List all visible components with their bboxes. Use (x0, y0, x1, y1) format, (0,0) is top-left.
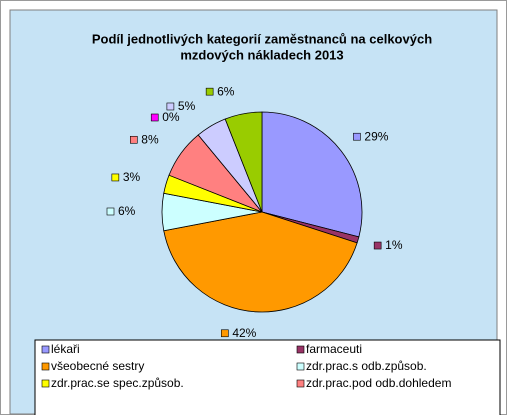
pie-slice (163, 211, 358, 313)
legend-key (41, 345, 50, 354)
legend-key (41, 379, 50, 388)
legend-key (296, 345, 305, 354)
pie-slice (261, 111, 363, 238)
chart-title: mzdových nákladech 2013 (180, 47, 343, 62)
legend-label: lékaři (51, 342, 80, 356)
legend-key (41, 362, 50, 371)
label-key (106, 207, 115, 216)
legend-label: farmaceuti (306, 342, 362, 356)
data-label: 6% (118, 204, 136, 218)
legend-key (296, 379, 305, 388)
label-key (221, 329, 229, 338)
legend-label: všeobecné sestry (51, 359, 144, 373)
legend (34, 339, 501, 415)
label-key (111, 173, 120, 182)
data-label: 3% (123, 170, 141, 184)
label-key (373, 241, 382, 250)
data-label: 42% (232, 326, 256, 340)
label-key (205, 87, 214, 96)
legend-key (296, 362, 305, 371)
label-key (353, 132, 361, 141)
label-key (150, 113, 159, 122)
legend-label: zdr.prac.se spec.způsob. (51, 376, 184, 390)
chart-title: Podíl jednotlivých kategorií zaměstnanců… (92, 31, 432, 46)
data-label: 6% (217, 84, 235, 98)
pie-slice (224, 111, 263, 213)
data-label: 0% (162, 110, 180, 124)
data-label: 1% (385, 238, 403, 252)
label-key (166, 102, 175, 111)
legend-label: zdr.prac.s odb.způsob. (306, 359, 427, 373)
data-label: 29% (364, 129, 388, 143)
data-label: 8% (141, 132, 159, 146)
label-key (129, 135, 138, 144)
legend-label: zdr.prac.pod odb.dohledem (306, 376, 451, 390)
data-label: 5% (178, 99, 196, 113)
